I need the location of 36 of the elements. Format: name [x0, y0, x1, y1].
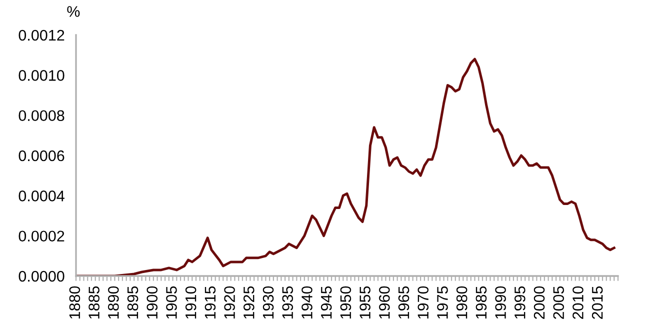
x-tick-label: 1905: [166, 286, 177, 319]
x-tick-label: 2015: [592, 286, 603, 319]
x-tick-label: 1990: [495, 286, 506, 319]
x-tick-label: 1910: [185, 286, 196, 319]
y-tick-label: 0.0012: [18, 30, 64, 41]
x-tick-label: 1940: [302, 286, 312, 319]
x-tick-label: 1950: [340, 286, 352, 319]
y-tick-label: 0.0004: [18, 190, 64, 202]
x-tick-label: 1980: [456, 286, 468, 319]
x-tick-label: 1895: [127, 286, 138, 319]
x-tick-label: 1975: [437, 286, 448, 319]
x-tick-label: 1925: [243, 286, 254, 319]
y-tick-label: 0.0008: [18, 110, 64, 122]
x-tick-label: 1995: [514, 286, 526, 319]
x-tick-label: 1935: [282, 286, 294, 319]
y-tick-label: 0.0000: [18, 270, 64, 282]
x-tick-label: 1885: [88, 286, 100, 319]
y-tick-label: 0.0010: [18, 70, 64, 81]
x-tick-label: 1965: [398, 286, 410, 319]
x-tick-label: 1915: [204, 286, 216, 319]
x-tick-label: 1945: [320, 286, 332, 319]
x-tick-label: 2005: [553, 286, 564, 319]
x-tick-label: 1985: [476, 286, 487, 319]
y-tick-label: 0.0002: [18, 230, 64, 242]
x-tick-label: 1955: [360, 286, 370, 319]
x-tick-label: 1880: [69, 286, 80, 319]
x-tick-label: 2010: [572, 286, 584, 319]
x-tick-label: 2000: [534, 286, 545, 319]
x-tick-label: 1970: [418, 286, 429, 319]
x-tick-label: 1960: [378, 286, 390, 319]
x-tick-label: 1890: [108, 286, 119, 319]
y-axis-title: %: [67, 6, 80, 17]
x-tick-label: 1900: [146, 286, 158, 319]
x-tick-label: 1930: [262, 286, 274, 319]
x-tick-label: 1920: [224, 286, 235, 319]
y-tick-label: 0.0006: [18, 150, 64, 162]
